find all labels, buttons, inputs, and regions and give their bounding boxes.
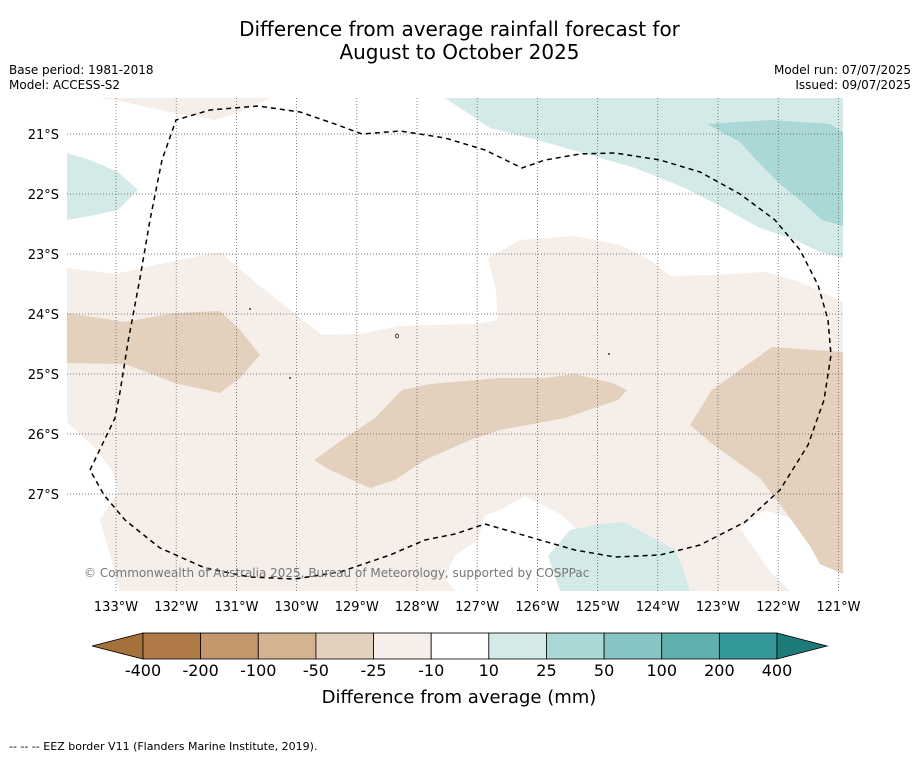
lon-label: 124°W <box>636 600 680 615</box>
colorbar-tick-label: -400 <box>125 661 161 680</box>
lon-label: 132°W <box>154 600 198 615</box>
colorbar-tick-label: 25 <box>536 661 556 680</box>
lon-label: 122°W <box>756 600 800 615</box>
lat-label: 26°S <box>28 428 59 443</box>
meta-right: Model run: 07/07/2025 Issued: 09/07/2025 <box>774 63 911 93</box>
colorbar-segment <box>603 632 663 660</box>
lat-label: 27°S <box>28 488 59 503</box>
marker-dot <box>249 308 251 310</box>
colorbar-segment <box>142 632 202 660</box>
lon-label: 127°W <box>455 600 499 615</box>
colorbar-ticks: -400 -200 -100 -50 -25 -10 10 25 50 100 200 400 <box>125 661 792 680</box>
lon-label: 125°W <box>576 600 620 615</box>
colorbar-extend-high <box>776 632 829 660</box>
longitude-labels: 133°W 132°W 131°W 130°W 129°W 128°W 127°W 126°W… <box>94 600 861 615</box>
colorbar-tick-label: -50 <box>303 661 329 680</box>
lon-label: 133°W <box>94 600 138 615</box>
colorbar-tick-label: -100 <box>240 661 276 680</box>
colorbar-extend-low <box>91 632 144 660</box>
colorbar-segment <box>200 632 259 660</box>
colorbar-segment <box>315 632 374 660</box>
colorbar-tick-label: -10 <box>418 661 444 680</box>
colorbar <box>91 632 829 660</box>
marker-dot <box>608 353 610 355</box>
lon-label: 131°W <box>214 600 258 615</box>
base-period: Base period: 1981-2018 <box>9 63 154 77</box>
colorbar-tick-label: -200 <box>182 661 218 680</box>
region-wet-northwest <box>67 153 138 220</box>
lat-label: 24°S <box>28 308 59 323</box>
lat-label: 21°S <box>28 128 59 143</box>
colorbar-label: Difference from average (mm) <box>322 687 597 708</box>
copyright-text: © Commonwealth of Australia 2025, Bureau… <box>84 566 589 580</box>
lat-label: 25°S <box>28 368 59 383</box>
colorbar-segment <box>257 632 317 660</box>
marker-dot <box>289 377 291 379</box>
lon-label: 129°W <box>335 600 379 615</box>
region-dry-east <box>690 347 843 574</box>
region-wetter-northeast <box>707 120 843 226</box>
colorbar-segment <box>661 632 720 660</box>
region-dry-central <box>314 374 627 488</box>
colorbar-segment <box>430 632 490 660</box>
lon-label: 126°W <box>515 600 559 615</box>
issued-date: Issued: 09/07/2025 <box>795 78 911 92</box>
map-gridlines <box>67 98 843 591</box>
colorbar-segment <box>546 632 605 660</box>
region-light-dry-top <box>100 98 270 120</box>
model-run: Model run: 07/07/2025 <box>773 63 911 77</box>
colorbar-segment <box>488 632 547 660</box>
lon-label: 121°W <box>816 600 860 615</box>
lon-label: 123°W <box>696 600 740 615</box>
title-line-1: Difference from average rainfall forecas… <box>239 17 680 41</box>
lat-label: 23°S <box>28 248 59 263</box>
colorbar-tick-label: 50 <box>594 661 614 680</box>
colorbar-segment <box>718 632 778 660</box>
meta-left: Base period: 1981-2018 Model: ACCESS-S2 <box>9 63 154 93</box>
island-outline <box>395 333 399 339</box>
lon-label: 128°W <box>395 600 439 615</box>
colorbar-tick-label: -25 <box>360 661 386 680</box>
lon-label: 130°W <box>275 600 319 615</box>
eez-footnote: -- -- -- EEZ border V11 (Flanders Marine… <box>9 740 318 753</box>
model-name: Model: ACCESS-S2 <box>9 78 121 92</box>
chart-title: Difference from average rainfall forecas… <box>0 18 919 64</box>
rainfall-regions <box>67 98 843 591</box>
lat-label: 22°S <box>28 188 59 203</box>
colorbar-tick-label: 10 <box>479 661 499 680</box>
eez-border-line <box>89 105 832 580</box>
colorbar-tick-label: 200 <box>704 661 735 680</box>
title-line-2: August to October 2025 <box>339 40 580 64</box>
colorbar-tick-label: 100 <box>646 661 677 680</box>
colorbar-tick-label: 400 <box>762 661 793 680</box>
colorbar-segment <box>373 632 432 660</box>
latitude-labels: 21°S 22°S 23°S 24°S 25°S 26°S 27°S <box>28 128 59 503</box>
region-dry-west <box>67 311 260 393</box>
